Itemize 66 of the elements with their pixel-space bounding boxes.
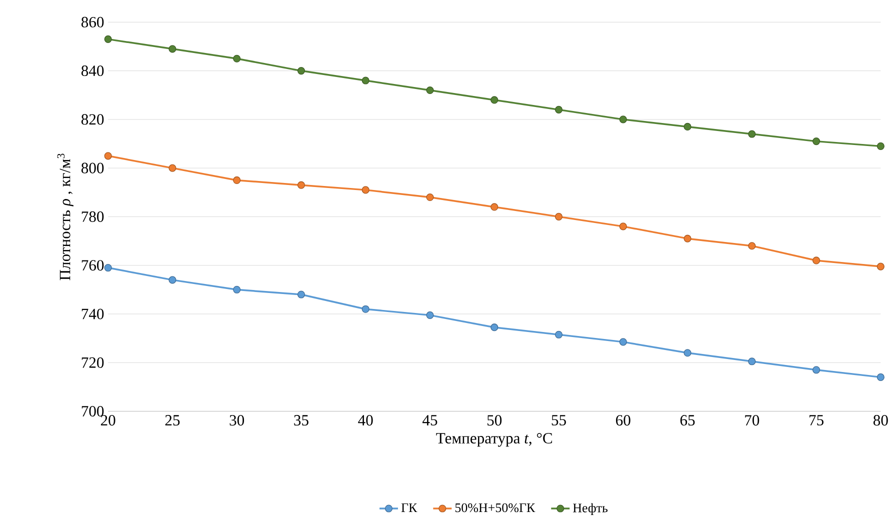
point (876, 373, 884, 381)
point (554, 106, 563, 114)
y-tick-label: 740 (82, 308, 104, 320)
y-tick-label: 720 (82, 357, 104, 368)
point (233, 176, 241, 184)
point (426, 86, 434, 94)
x-tick-label: 20 (100, 414, 116, 426)
point (748, 242, 756, 250)
x-tick-label: 50 (487, 414, 502, 426)
point (748, 357, 756, 366)
point (554, 330, 563, 338)
y-tick-label: 760 (82, 260, 104, 270)
point (362, 186, 370, 194)
point (297, 181, 305, 189)
x-tick-label: 70 (745, 414, 760, 426)
point (748, 130, 756, 138)
point (490, 96, 498, 104)
x-tick-label: 45 (422, 414, 438, 426)
y-tick-label: 700 (82, 406, 104, 416)
y-tick-label: 780 (82, 211, 104, 222)
point (619, 338, 627, 346)
legend-label: 50%Н+50%ГК (455, 503, 536, 512)
point (233, 286, 241, 294)
point (362, 305, 370, 313)
point (233, 54, 241, 62)
point (876, 142, 884, 150)
x-tick-label: 35 (294, 414, 308, 426)
x-tick-label: 25 (165, 414, 180, 426)
point (168, 276, 176, 284)
point (876, 262, 884, 270)
x-tick-label: 30 (230, 414, 244, 426)
point (104, 264, 112, 272)
x-axis-title: Температура t, °C (436, 432, 552, 447)
point (684, 234, 692, 242)
point (168, 44, 176, 53)
point (490, 203, 498, 211)
x-tick-label: 40 (358, 414, 373, 426)
point (684, 348, 692, 357)
point (554, 212, 563, 220)
point (426, 193, 434, 201)
point (104, 35, 112, 43)
legend-label: ГК (401, 503, 418, 512)
point (426, 311, 434, 319)
y-axis-title: Плотность ρ , кг/м$^{3}$ (57, 154, 74, 280)
point (168, 164, 176, 172)
x-tick-label: 75 (810, 414, 824, 426)
x-tick-label: 55 (552, 414, 566, 426)
x-tick-label: 80 (873, 414, 888, 426)
point (812, 137, 820, 145)
point (490, 323, 498, 331)
point (619, 115, 627, 124)
x-tick-label: 65 (680, 414, 695, 426)
point (104, 152, 112, 160)
y-tick-label: 860 (81, 16, 104, 28)
point (297, 66, 305, 74)
point (619, 222, 627, 230)
x-tick-label: 60 (616, 414, 630, 426)
point (362, 76, 370, 84)
point (297, 290, 305, 298)
y-tick-label: 840 (81, 65, 104, 76)
legend-label: Нефть (573, 503, 608, 515)
y-tick-label: 820 (81, 114, 104, 125)
point (812, 366, 820, 374)
y-tick-label: 800 (81, 162, 104, 174)
point (812, 256, 820, 264)
point (684, 122, 692, 130)
